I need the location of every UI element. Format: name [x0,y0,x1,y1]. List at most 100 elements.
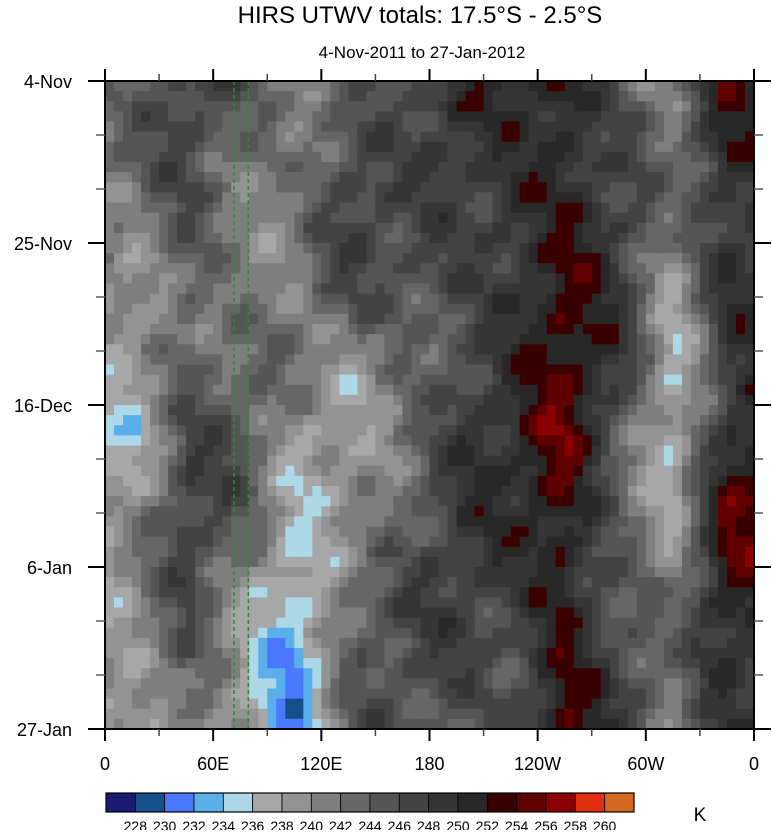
heatmap-cell [501,374,512,386]
heatmap-cell [636,475,647,487]
heatmap-cell [240,465,250,477]
heatmap-cell [501,91,512,102]
heatmap-cell [429,313,440,325]
heatmap-cell [411,577,422,588]
heatmap-cell [366,556,377,568]
heatmap-cell [483,151,494,163]
heatmap-cell [519,698,530,710]
heatmap-cell [699,587,710,598]
heatmap-cell [177,648,187,659]
heatmap-cell [654,486,665,497]
heatmap-cell [609,556,620,568]
heatmap-cell [402,678,413,690]
heatmap-cell [501,364,512,376]
heatmap-cell [618,293,629,305]
heatmap-cell [132,212,142,224]
heatmap-cell [492,374,503,386]
heatmap-cell [438,567,449,578]
heatmap-cell [249,172,259,183]
heatmap-cell [186,141,196,153]
heatmap-cell [249,496,259,507]
heatmap-cell [294,243,304,254]
heatmap-cell [546,394,557,406]
heatmap-cell [699,121,710,133]
heatmap-cell [150,668,160,679]
heatmap-cell [321,496,331,507]
heatmap-cell [384,313,395,325]
heatmap-cell [456,151,467,163]
heatmap-cell [366,374,377,386]
heatmap-cell [132,81,142,92]
heatmap-cell [294,536,304,548]
heatmap-cell [645,435,656,447]
heatmap-cell [429,567,440,578]
heatmap-cell [735,567,746,578]
heatmap-cell [429,121,440,133]
heatmap-cell [105,708,115,720]
heatmap-cell [222,415,232,426]
heatmap-cell [546,354,557,366]
heatmap-cell [708,111,719,123]
heatmap-cell [420,273,431,285]
heatmap-cell [735,121,746,133]
heatmap-cell [267,91,277,102]
heatmap-cell [582,718,593,730]
heatmap-cell [123,283,133,295]
heatmap-cell [627,354,638,366]
heatmap-cell [366,101,377,112]
heatmap-cell [681,172,692,183]
heatmap-cell [627,405,638,416]
heatmap-cell [555,141,566,153]
heatmap-cell [222,141,232,153]
heatmap-cell [627,81,638,92]
heatmap-cell [276,344,286,355]
heatmap-cell [258,313,268,325]
heatmap-cell [123,455,133,467]
heatmap-cell [582,465,593,477]
heatmap-cell [141,313,151,325]
heatmap-cell [141,182,151,193]
heatmap-cell [249,354,259,366]
heatmap-cell [627,303,638,315]
heatmap-cell [105,496,115,507]
heatmap-cell [168,607,178,619]
heatmap-cell [294,627,304,639]
heatmap-cell [672,131,683,143]
heatmap-cell [321,222,331,234]
heatmap-cell [564,384,575,396]
heatmap-cell [276,162,286,173]
heatmap-cell [339,405,349,416]
heatmap-cell [474,718,485,730]
heatmap-cell [609,465,620,477]
heatmap-cell [717,182,728,193]
heatmap-cell [609,496,620,507]
heatmap-cell [348,273,358,285]
heatmap-cell [645,222,656,234]
heatmap-cell [330,597,340,609]
heatmap-cell [105,354,115,366]
heatmap-cell [600,374,611,386]
heatmap-cell [510,303,521,315]
heatmap-cell [204,577,214,588]
heatmap-cell [294,151,304,163]
heatmap-cell [510,445,521,457]
heatmap-cell [510,668,521,679]
heatmap-cell [231,658,241,669]
heatmap-cell [627,607,638,619]
heatmap-cell [267,344,277,355]
heatmap-cell [474,81,485,92]
heatmap-cell [492,688,503,700]
heatmap-cell [276,567,286,578]
heatmap-cell [213,364,223,376]
heatmap-cell [672,587,683,598]
heatmap-cell [663,536,674,548]
heatmap-cell [573,425,584,436]
heatmap-cell [654,516,665,528]
heatmap-cell [456,313,467,325]
heatmap-cell [348,475,358,487]
heatmap-cell [159,222,169,234]
heatmap-cell [384,415,395,426]
heatmap-cell [114,202,124,214]
heatmap-cell [474,506,485,517]
heatmap-cell [186,172,196,183]
